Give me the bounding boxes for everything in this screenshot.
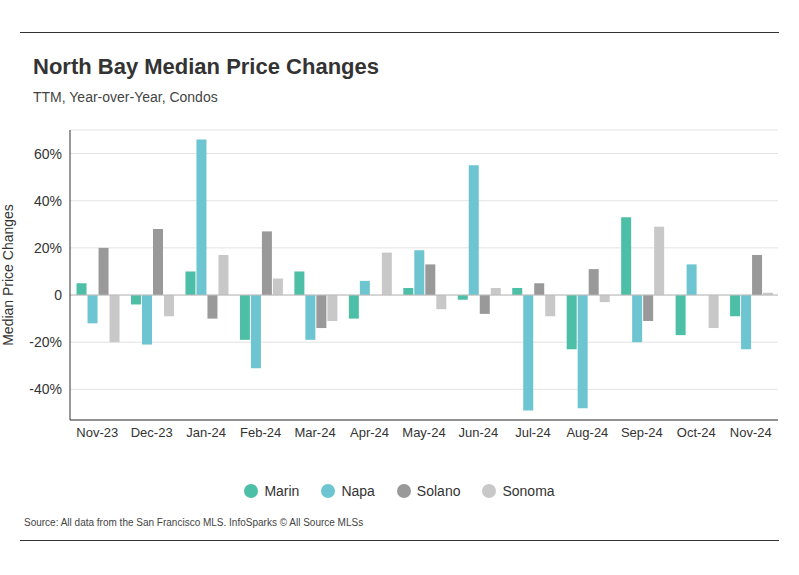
html-text:Napa: Napa: [341, 483, 375, 499]
svg-text:Jan-24: Jan-24: [186, 425, 226, 440]
svg-text:Jun-24: Jun-24: [459, 425, 499, 440]
svg-text:Nov-23: Nov-23: [76, 425, 118, 440]
svg-text:Median Price Changes: Median Price Changes: [8, 204, 16, 346]
html-text:Sonoma: Sonoma: [502, 483, 555, 499]
html-text:Solano: Solano: [416, 483, 461, 499]
svg-text:60%: 60%: [34, 146, 62, 162]
svg-text:Nov-24: Nov-24: [730, 425, 772, 440]
svg-text:Dec-23: Dec-23: [131, 425, 173, 440]
svg-text:40%: 40%: [34, 193, 62, 209]
html-text:Marin: Marin: [264, 483, 300, 499]
html-text:TTM, Year-over-Year, Condos: TTM, Year-over-Year, Condos: [33, 89, 218, 105]
svg-text:May-24: May-24: [402, 425, 445, 440]
svg-text:Jul-24: Jul-24: [515, 425, 550, 440]
html-text:Source: All data from the San: Source: All data from the San Francisco …: [24, 517, 364, 528]
svg-text:0: 0: [54, 287, 62, 303]
svg-text:Mar-24: Mar-24: [294, 425, 335, 440]
svg-text:Sep-24: Sep-24: [621, 425, 663, 440]
svg-text:Apr-24: Apr-24: [350, 425, 389, 440]
svg-text:Feb-24: Feb-24: [240, 425, 281, 440]
svg-text:Oct-24: Oct-24: [677, 425, 716, 440]
svg-text:-40%: -40%: [29, 381, 62, 397]
svg-text:-20%: -20%: [29, 334, 62, 350]
svg-text:Aug-24: Aug-24: [566, 425, 608, 440]
html-text:North Bay Median Price Changes: North Bay Median Price Changes: [33, 54, 379, 79]
svg-text:20%: 20%: [34, 240, 62, 256]
